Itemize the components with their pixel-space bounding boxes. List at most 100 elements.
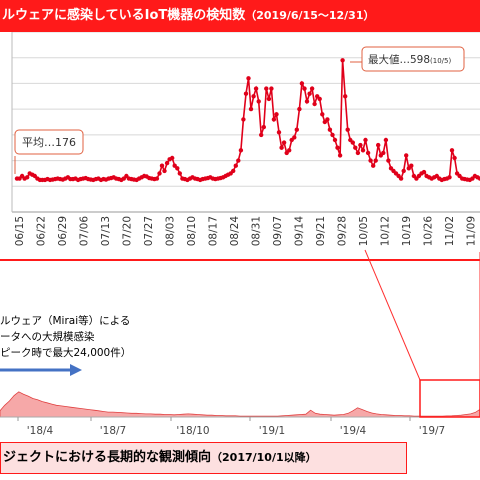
x-tick-label: 10/12 xyxy=(380,216,392,246)
data-point xyxy=(294,127,299,132)
data-point xyxy=(365,150,371,156)
data-point xyxy=(371,163,376,168)
data-point xyxy=(159,163,165,168)
data-point xyxy=(368,158,373,163)
data-point xyxy=(409,163,414,168)
x-tick-label: 07/06 xyxy=(79,216,91,247)
data-point xyxy=(238,148,244,153)
data-point xyxy=(383,137,389,143)
x-tick-label: 11/02 xyxy=(444,216,456,246)
data-point xyxy=(335,145,340,150)
x-tick-label: 10/19 xyxy=(401,216,413,246)
data-point xyxy=(297,106,302,112)
data-point xyxy=(261,124,266,130)
data-point xyxy=(327,127,333,132)
data-point xyxy=(330,132,335,138)
data-point xyxy=(264,86,269,91)
bottom-x-tick-label: '19/1 xyxy=(259,425,285,437)
average-callout-box xyxy=(14,129,84,155)
data-point xyxy=(269,86,274,91)
x-tick-label: 06/22 xyxy=(36,216,48,246)
data-point xyxy=(241,117,246,122)
x-tick-label: 11/09 xyxy=(466,216,478,246)
data-point xyxy=(299,81,305,86)
data-point xyxy=(246,76,251,81)
data-point xyxy=(350,140,355,145)
data-point xyxy=(376,142,381,148)
x-tick-label: 10/26 xyxy=(423,216,435,247)
data-point xyxy=(312,101,317,107)
note-line: ピーク時で最大24,000件） xyxy=(0,347,132,359)
data-point xyxy=(404,153,409,158)
data-point xyxy=(353,145,358,150)
bottom-x-tick-label: '19/4 xyxy=(340,425,367,437)
data-point xyxy=(421,169,427,175)
data-point xyxy=(381,150,386,156)
footer-main: ジェクトにおける長期的な観測傾向 xyxy=(3,450,212,465)
x-tick-label: 09/14 xyxy=(294,216,306,247)
data-point xyxy=(256,99,261,104)
data-point xyxy=(325,117,330,122)
x-tick-label: 08/03 xyxy=(165,216,177,246)
long-term-note: ルウェア（Mirai等）による ータへの大規模感染 ピーク時で最大24,000件… xyxy=(0,313,131,361)
bottom-area-chart: '18/4 '18/7 '18/10 '19/1 '19/4 '19/7 xyxy=(0,364,480,437)
data-point xyxy=(287,148,292,153)
data-point xyxy=(309,86,315,91)
x-tick-label: 07/20 xyxy=(122,216,134,246)
data-point xyxy=(233,163,238,168)
footer-caption: ジェクトにおける長期的な観測傾向（2017/10/1以降） xyxy=(0,442,407,474)
data-point xyxy=(363,137,368,143)
data-point xyxy=(373,158,378,163)
chart-title: ルウェアに感染しているIoT機器の検知数 xyxy=(2,8,246,23)
note-line: ータへの大規模感染 xyxy=(0,331,95,343)
data-point xyxy=(248,106,254,112)
data-point xyxy=(343,94,348,99)
x-tick-label: 08/17 xyxy=(208,216,220,246)
data-point xyxy=(243,91,249,96)
x-tick-label: 10/05 xyxy=(358,216,370,246)
x-tick-label: 08/24 xyxy=(229,216,241,247)
data-point xyxy=(358,142,363,148)
data-point xyxy=(271,117,277,122)
data-point xyxy=(164,160,170,166)
data-point xyxy=(360,148,366,153)
chart-title-bar: ルウェアに感染しているIoT機器の検知数（2019/6/15〜12/31） xyxy=(0,0,480,32)
data-point xyxy=(477,176,480,181)
x-tick-label: 07/13 xyxy=(100,216,112,246)
data-point xyxy=(281,140,287,145)
average-label: 平均…176 xyxy=(22,136,76,149)
data-point xyxy=(302,86,307,91)
max-label: 最大値…598(10/5) xyxy=(368,53,451,66)
note-line: ルウェア（Mirai等）による xyxy=(0,315,131,327)
x-tick-label: 08/10 xyxy=(186,216,198,246)
x-tick-label: 08/31 xyxy=(251,216,263,246)
arrow-right-icon xyxy=(70,364,82,376)
x-tick-label: 06/15 xyxy=(14,216,26,246)
data-point xyxy=(304,99,310,104)
data-point xyxy=(266,96,272,102)
x-tick-label: 06/29 xyxy=(57,216,69,246)
data-point xyxy=(307,91,312,96)
data-point xyxy=(340,58,345,63)
data-point xyxy=(320,112,325,117)
footer-period: （2017/10/1以降） xyxy=(211,451,317,464)
data-point xyxy=(253,86,259,91)
top-line-chart: 06/15 06/22 06/29 07/06 07/13 07/20 07/27 08/03… xyxy=(0,32,480,262)
data-point xyxy=(276,130,282,135)
data-point xyxy=(279,145,284,150)
zoom-connector-line xyxy=(364,249,421,381)
average-callout: 平均…176 xyxy=(14,129,84,174)
data-point xyxy=(345,127,350,132)
bottom-x-tick-label: '18/4 xyxy=(27,425,54,437)
zoom-highlight-box xyxy=(419,379,480,418)
data-point xyxy=(274,112,279,117)
data-point xyxy=(337,153,343,158)
x-tick-label: 09/07 xyxy=(272,216,284,246)
data-point xyxy=(386,158,391,163)
data-point xyxy=(157,171,162,176)
data-point xyxy=(447,175,452,180)
data-point xyxy=(25,175,30,180)
data-point xyxy=(259,132,264,138)
data-point xyxy=(355,150,361,156)
